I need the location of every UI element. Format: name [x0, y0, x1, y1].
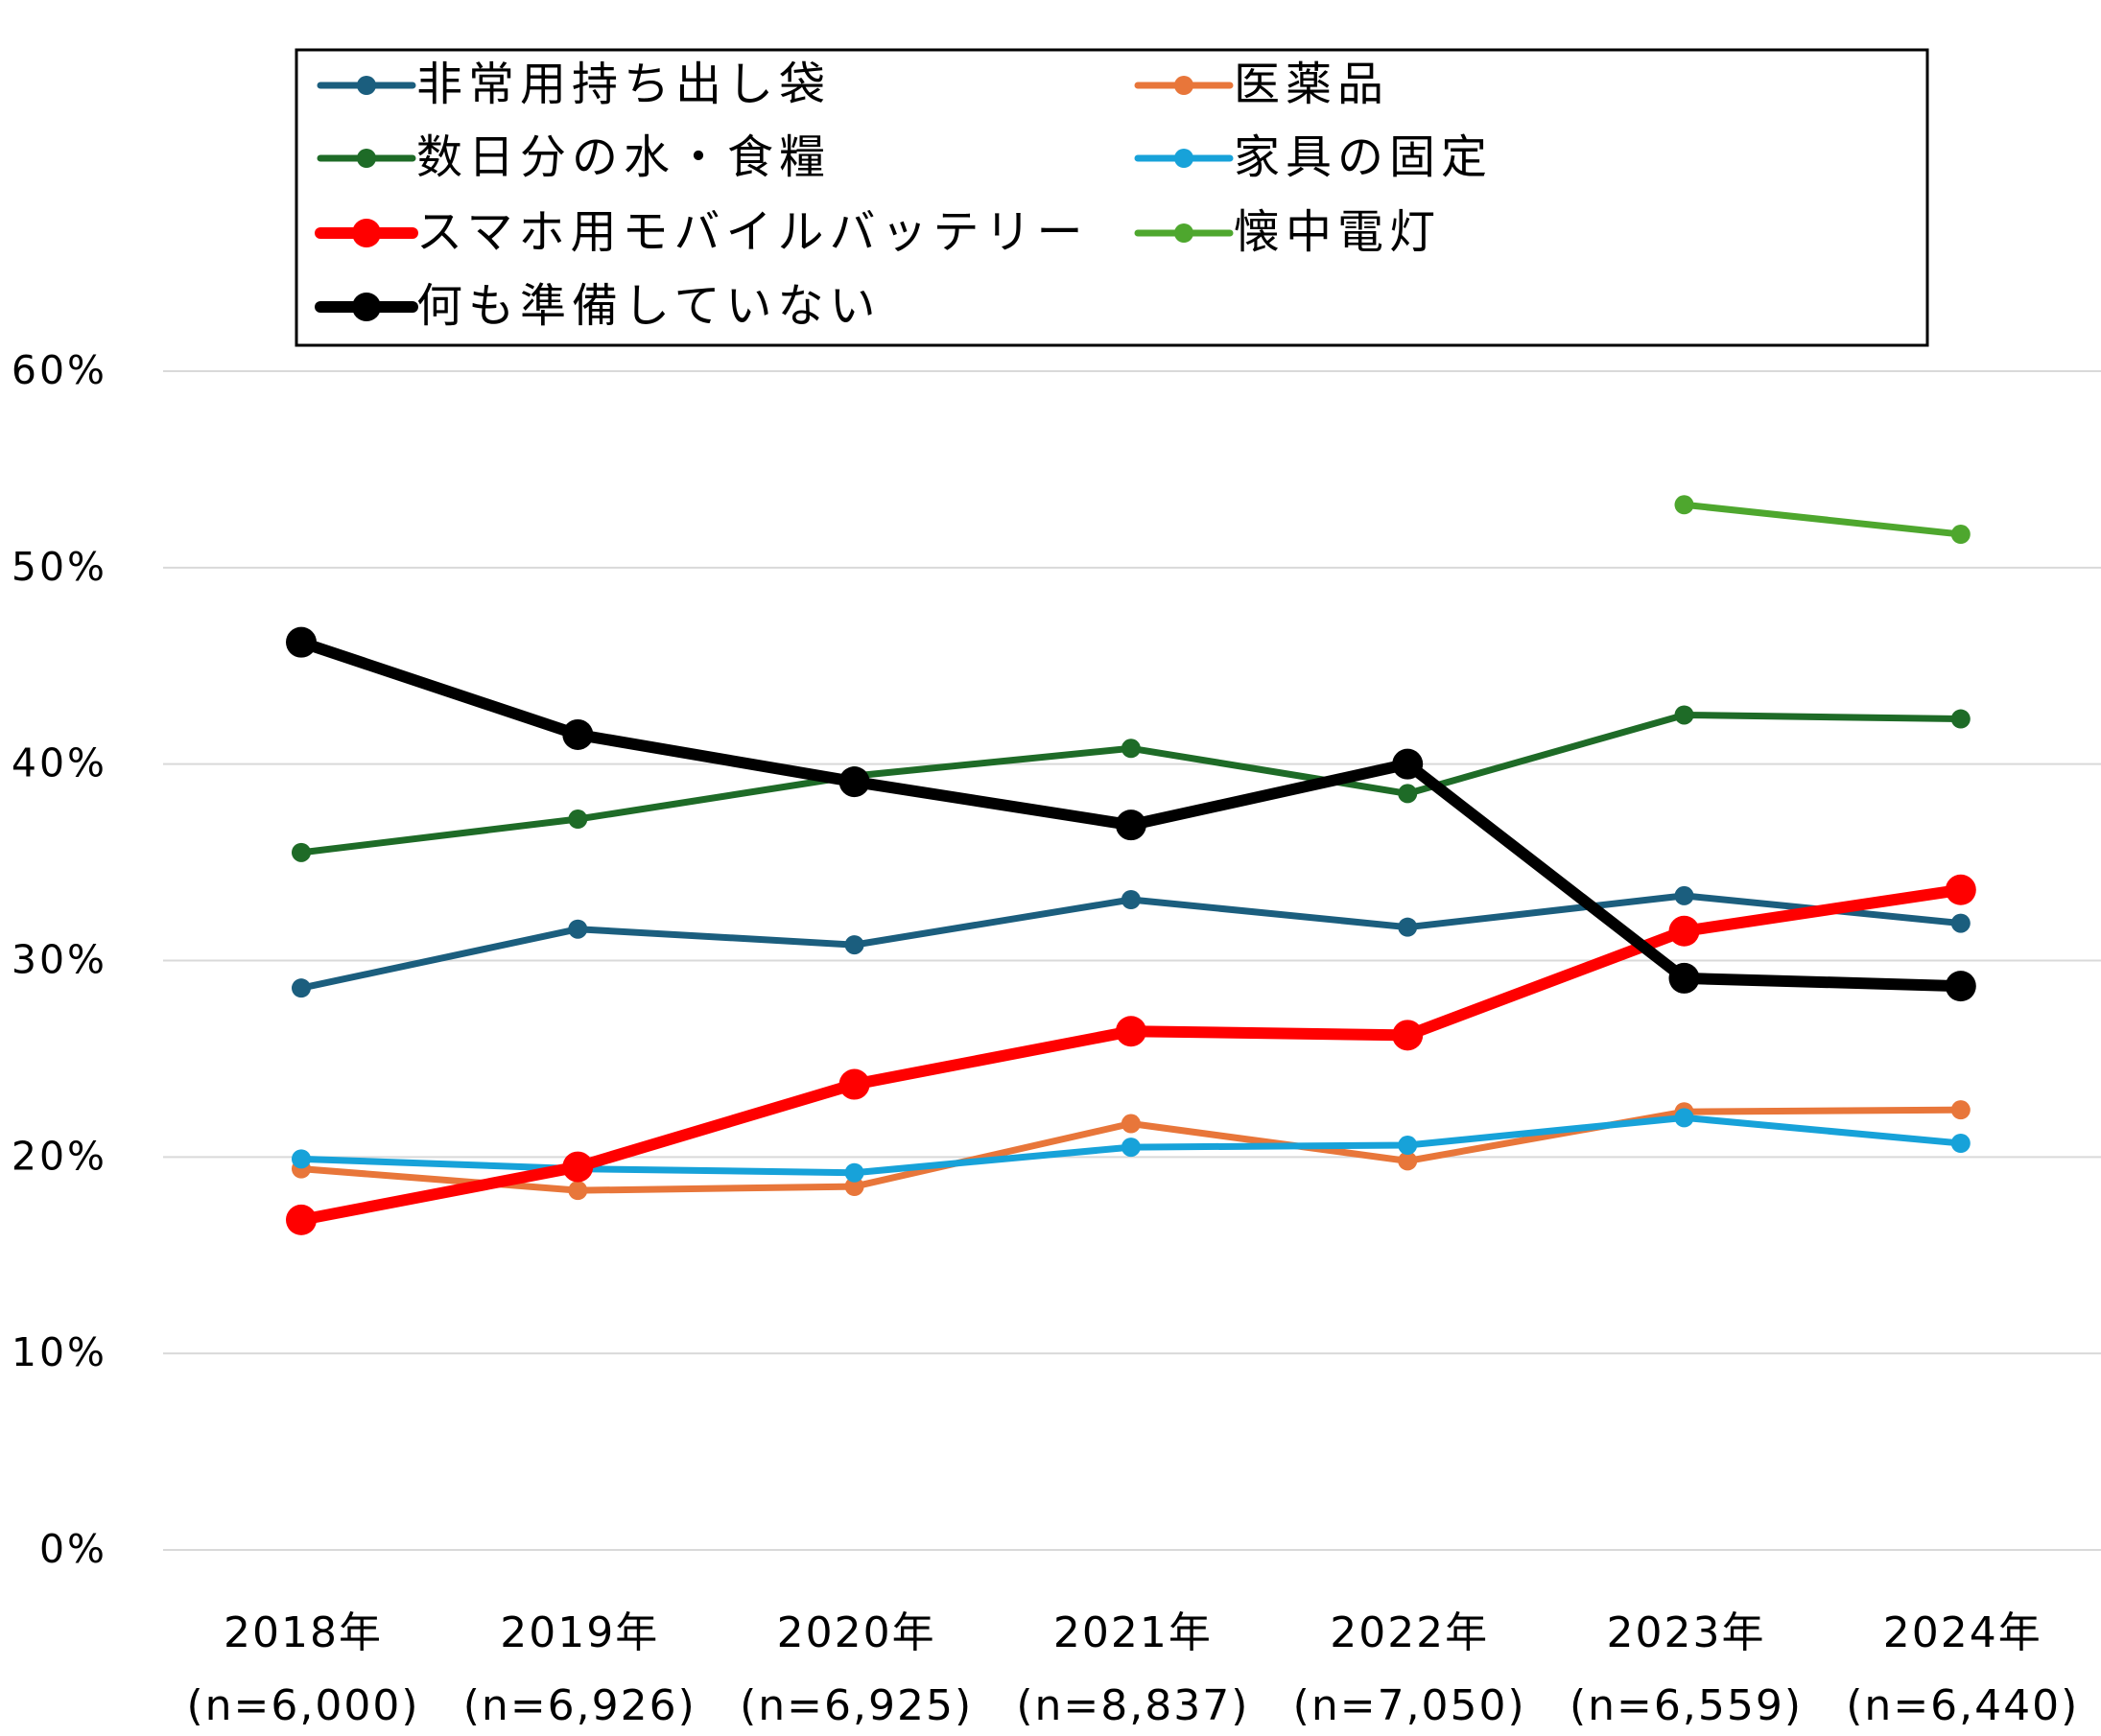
legend-swatch-marker [352, 219, 381, 247]
x-axis-ticks: 2018年 (n=6,000) 2019年 (n=6,926) 2020年 (n=6,92… [186, 1608, 2079, 1730]
legend-label: 非常用持ち出し袋 [416, 58, 831, 111]
legend-label: 医薬品 [1234, 58, 1389, 111]
data-point [1392, 1020, 1424, 1051]
legend-item: 何も準備していない [315, 279, 882, 333]
data-point [1950, 1133, 1971, 1153]
series-5 [1674, 495, 1971, 545]
x-tick-label: 2023年 [1607, 1608, 1766, 1657]
data-point [1398, 1151, 1418, 1171]
data-point [1950, 913, 1971, 933]
data-point [562, 718, 594, 750]
y-tick-label: 60% [12, 347, 107, 393]
y-tick-label: 0% [39, 1526, 107, 1572]
y-axis-ticks: 0% 10% 20% 30% 40% 50% 60% [12, 347, 107, 1572]
x-tick-label: 2022年 [1330, 1608, 1489, 1657]
legend-item: 非常用持ち出し袋 [317, 58, 831, 111]
data-point [1945, 971, 1976, 1002]
data-point [1668, 915, 1700, 947]
data-point [1674, 1108, 1694, 1128]
legend-item: 懐中電灯 [1134, 205, 1441, 259]
legend-swatch-marker [1174, 76, 1193, 95]
series-4 [286, 874, 1976, 1235]
data-point [1950, 1100, 1971, 1120]
legend-label: スマホ用モバイルバッテリー [416, 205, 1089, 259]
series-0 [292, 885, 1971, 998]
data-point [838, 766, 870, 798]
data-point [1668, 962, 1700, 994]
y-tick-label: 10% [12, 1329, 107, 1375]
data-point [1945, 874, 1976, 905]
data-point [292, 978, 311, 998]
legend-label: 何も準備していない [416, 279, 882, 333]
data-point [1398, 784, 1418, 804]
data-point [292, 842, 311, 862]
legend-item: 医薬品 [1134, 58, 1389, 111]
legend-label: 家具の固定 [1234, 130, 1493, 184]
legend-item: 数日分の水・食糧 [317, 130, 831, 184]
data-point [1674, 495, 1694, 515]
x-tick-label: 2024年 [1883, 1608, 2042, 1657]
data-point [1392, 748, 1424, 780]
data-point [1674, 705, 1694, 725]
data-point [568, 1181, 588, 1201]
x-tick-label: (n=8,837) [1016, 1681, 1249, 1730]
x-tick-label: (n=7,050) [1293, 1681, 1526, 1730]
x-tick-label: (n=6,440) [1846, 1681, 2079, 1730]
legend-swatch-marker [357, 149, 376, 168]
data-point [1950, 525, 1971, 545]
legend-swatch-marker [352, 293, 381, 321]
legend-item: スマホ用モバイルバッテリー [315, 205, 1089, 259]
legend-item: 家具の固定 [1134, 130, 1493, 184]
data-point [1121, 1114, 1141, 1134]
legend-label: 数日分の水・食糧 [416, 130, 831, 184]
data-point [844, 1162, 864, 1183]
data-point [562, 1151, 594, 1183]
data-point [1115, 809, 1146, 841]
series-lines [286, 495, 1976, 1235]
data-point [1121, 890, 1141, 910]
x-tick-label: (n=6,926) [463, 1681, 696, 1730]
data-point [286, 1204, 317, 1235]
legend-swatch-marker [1174, 149, 1193, 168]
legend-swatch-marker [1174, 223, 1193, 243]
data-point [1115, 1016, 1146, 1047]
y-tick-label: 30% [12, 937, 107, 983]
data-point [292, 1149, 311, 1169]
legend-swatch-marker [357, 76, 376, 95]
data-point [844, 935, 864, 955]
data-point [1674, 885, 1694, 905]
gridlines [163, 370, 2101, 1551]
x-tick-label: 2019年 [500, 1608, 659, 1657]
y-tick-label: 50% [12, 544, 107, 590]
data-point [1398, 1136, 1418, 1156]
y-tick-label: 20% [12, 1133, 107, 1179]
y-tick-label: 40% [12, 740, 107, 786]
data-point [1950, 709, 1971, 729]
data-point [844, 1177, 864, 1197]
x-tick-label: 2020年 [777, 1608, 936, 1657]
data-point [1121, 1138, 1141, 1158]
x-tick-label: (n=6,559) [1570, 1681, 1803, 1730]
series-line [1681, 501, 1965, 538]
legend-box [295, 48, 1929, 347]
data-point [568, 919, 588, 939]
x-tick-label: 2018年 [224, 1608, 383, 1657]
series-6 [286, 626, 1976, 1002]
x-tick-label: (n=6,925) [740, 1681, 973, 1730]
data-point [838, 1068, 870, 1100]
x-tick-label: (n=6,000) [186, 1681, 419, 1730]
x-tick-label: 2021年 [1053, 1608, 1213, 1657]
data-point [1121, 739, 1141, 759]
data-point [286, 626, 317, 658]
data-point [1398, 917, 1418, 937]
series-line [295, 883, 1967, 1226]
legend-label: 懐中電灯 [1234, 205, 1441, 259]
data-point [568, 809, 588, 830]
